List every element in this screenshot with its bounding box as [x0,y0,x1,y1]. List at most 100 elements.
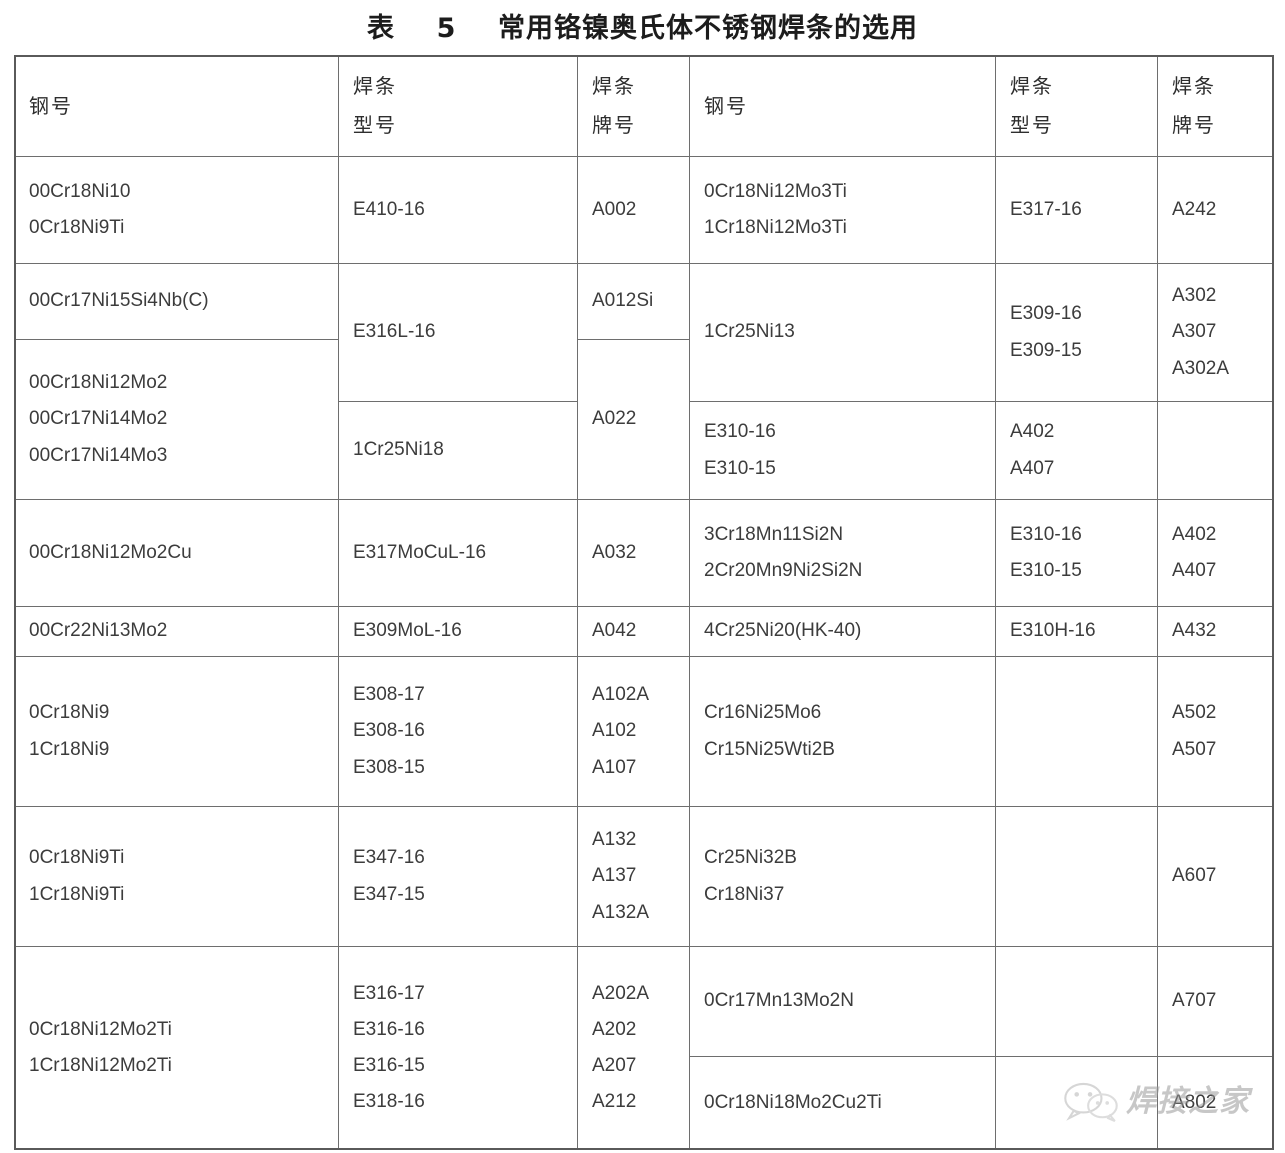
steel-grade-value: 0Cr18Ni12Mo2Ti [29,1018,172,1040]
electrode-type-value: E316-15 [353,1055,425,1076]
cell-electrode-type: E316L-16 [338,263,578,402]
table-header-row: 钢号 焊条 型号 焊条 牌号 钢号 焊条 型号 焊条 [14,55,1273,157]
electrode-type-value: E308-15 [353,756,425,778]
header-electrode-brand-right: 焊条 牌号 [1157,55,1273,157]
cell-electrode-brand: A242 [1157,156,1273,264]
cell-electrode-type [995,946,1158,1057]
cell-electrode-brand: A402 A407 [1157,499,1273,607]
header-electrode-brand-left: 焊条 牌号 [577,55,690,157]
header-electrode-type-right: 焊条 型号 [995,55,1158,157]
table-row: 0Cr18Ni9Ti 1Cr18Ni9Ti E347-16 E347-15 A1… [14,806,1273,947]
electrode-brand-value: A132A [592,901,650,923]
header-label-line1: 焊条 [1010,74,1054,98]
electrode-type-value: E310-16 [1010,523,1082,545]
steel-grade-value: 1Cr18Ni12Mo2Ti [29,1055,172,1076]
steel-grade-value: 1Cr18Ni12Mo3Ti [704,217,847,238]
cell-steel-grade: 00Cr18Ni10 0Cr18Ni9Ti [14,156,339,264]
header-label-line2: 型号 [353,113,397,137]
electrode-brand-value: A502 [1172,702,1217,724]
electrode-brand-value: A202 [592,1018,637,1040]
steel-grade-value: 0Cr18Ni9 [29,702,110,724]
cell-electrode-type: E317-16 [995,156,1158,264]
electrode-brand-value: A137 [592,865,637,887]
cell-electrode-brand: A707 [1157,946,1273,1057]
cell-electrode-type [995,1056,1158,1150]
cell-electrode-brand: A202A A202 A207 A212 [577,946,690,1150]
header-steel-grade-right: 钢号 [689,55,996,157]
electrode-brand-value: A102A [592,684,650,706]
header-label-line1: 焊条 [592,74,636,98]
electrode-type-value: E316-17 [353,982,425,1004]
cell-steel-grade: 00Cr18Ni12Mo2 00Cr17Ni14Mo2 00Cr17Ni14Mo… [14,339,339,500]
steel-grade-value: Cr18Ni37 [704,883,785,905]
header-electrode-type-left: 焊条 型号 [338,55,578,157]
electrode-type-value: E309-16 [1010,303,1082,325]
cell-steel-grade: 0Cr18Ni9 1Cr18Ni9 [14,656,339,807]
steel-grade-value: 0Cr18Ni12Mo3Ti [704,180,847,202]
electrode-selection-table: 钢号 焊条 型号 焊条 牌号 钢号 焊条 型号 焊条 [14,55,1273,1150]
table-row: 00Cr18Ni12Mo2Cu E317MoCuL-16 A032 3Cr18M… [14,499,1273,607]
cell-steel-grade: 0Cr18Ni12Mo2Ti 1Cr18Ni12Mo2Ti [14,946,339,1150]
cell-steel-grade: 00Cr17Ni15Si4Nb(C) [14,263,339,340]
steel-grade-value: Cr25Ni32B [704,847,797,869]
cell-steel-grade: Cr16Ni25Mo6 Cr15Ni25Wti2B [689,656,996,807]
page-title: 表 5 常用铬镍奥氏体不锈钢焊条的选用 [367,13,918,44]
table-row: 00Cr22Ni13Mo2 E309MoL-16 A042 4Cr25Ni20(… [14,606,1273,657]
electrode-type-value: E310-15 [704,457,776,479]
electrode-type-value: E309-15 [1010,339,1082,361]
steel-grade-value: 00Cr17Ni14Mo2 [29,408,168,430]
electrode-brand-value: A302A [1172,357,1230,379]
cell-electrode-type: E347-16 E347-15 [338,806,578,947]
steel-grade-value: 1Cr18Ni9Ti [29,883,125,905]
steel-grade-value: 0Cr18Ni9Ti [29,217,125,238]
cell-steel-grade: 0Cr17Mn13Mo2N [689,946,996,1057]
table-row: 00Cr18Ni12Mo2 00Cr17Ni14Mo2 00Cr17Ni14Mo… [14,339,1273,500]
electrode-brand-value: A402 [1010,421,1055,443]
cell-electrode-brand: A607 [1157,806,1273,947]
cell-steel-grade: 00Cr18Ni12Mo2Cu [14,499,339,607]
electrode-type-value: E310-15 [1010,560,1082,581]
electrode-type-value: E308-17 [353,684,425,706]
cell-electrode-brand: A132 A137 A132A [577,806,690,947]
cell-electrode-type: E310-16 E310-15 [689,401,996,500]
table-container: 钢号 焊条 型号 焊条 牌号 钢号 焊条 型号 焊条 [14,55,1273,1150]
cell-electrode-type: E316-17 E316-16 E316-15 E318-16 [338,946,578,1150]
electrode-brand-value: A507 [1172,738,1217,760]
steel-grade-value: 2Cr20Mn9Ni2Si2N [704,560,863,581]
electrode-type-value: E318-16 [353,1091,425,1113]
electrode-brand-value: A107 [592,756,637,778]
cell-steel-grade: 3Cr18Mn11Si2N 2Cr20Mn9Ni2Si2N [689,499,996,607]
electrode-brand-value: A132 [592,829,637,851]
table-row: 0Cr18Ni9 1Cr18Ni9 E308-17 E308-16 E308-1… [14,656,1273,807]
table-row: 00Cr18Ni10 0Cr18Ni9Ti E410-16 A002 0Cr18… [14,156,1273,264]
cell-electrode-brand: A102A A102 A107 [577,656,690,807]
cell-electrode-type: E410-16 [338,156,578,264]
cell-steel-grade: 1Cr25Ni13 [689,263,996,402]
electrode-brand-value: A102 [592,720,637,742]
cell-steel-grade: 00Cr22Ni13Mo2 [14,606,339,657]
cell-electrode-type: E309MoL-16 [338,606,578,657]
cell-electrode-brand: A022 [577,339,690,500]
electrode-brand-value: A307 [1172,321,1217,343]
header-label: 钢号 [704,93,748,118]
cell-electrode-type [995,656,1158,807]
steel-grade-value: 00Cr18Ni10 [29,180,131,202]
table-row: 1Cr25Ni18 E310-16 E310-15 A402 A407 [15,401,1273,500]
header-label-line1: 焊条 [353,74,397,98]
header-label-line2: 牌号 [1172,113,1216,137]
electrode-brand-value: A402 [1172,523,1217,545]
steel-grade-value: 1Cr18Ni9 [29,738,110,760]
header-label: 钢号 [29,93,73,118]
electrode-brand-value: A407 [1172,560,1217,581]
electrode-brand-value: A407 [1010,457,1055,479]
steel-grade-value: 3Cr18Mn11Si2N [704,523,844,545]
cell-electrode-type: E310-16 E310-15 [995,499,1158,607]
cell-electrode-type [995,806,1158,947]
cell-electrode-brand: A042 [577,606,690,657]
cell-electrode-type: E308-17 E308-16 E308-15 [338,656,578,807]
cell-electrode-brand: A502 A507 [1157,656,1273,807]
electrode-type-value: E347-15 [353,883,425,905]
cell-steel-grade: 0Cr18Ni12Mo3Ti 1Cr18Ni12Mo3Ti [689,156,996,264]
table-row: 00Cr17Ni15Si4Nb(C) E316L-16 A012Si 1Cr25… [14,263,1273,402]
header-label-line2: 型号 [1010,113,1054,137]
